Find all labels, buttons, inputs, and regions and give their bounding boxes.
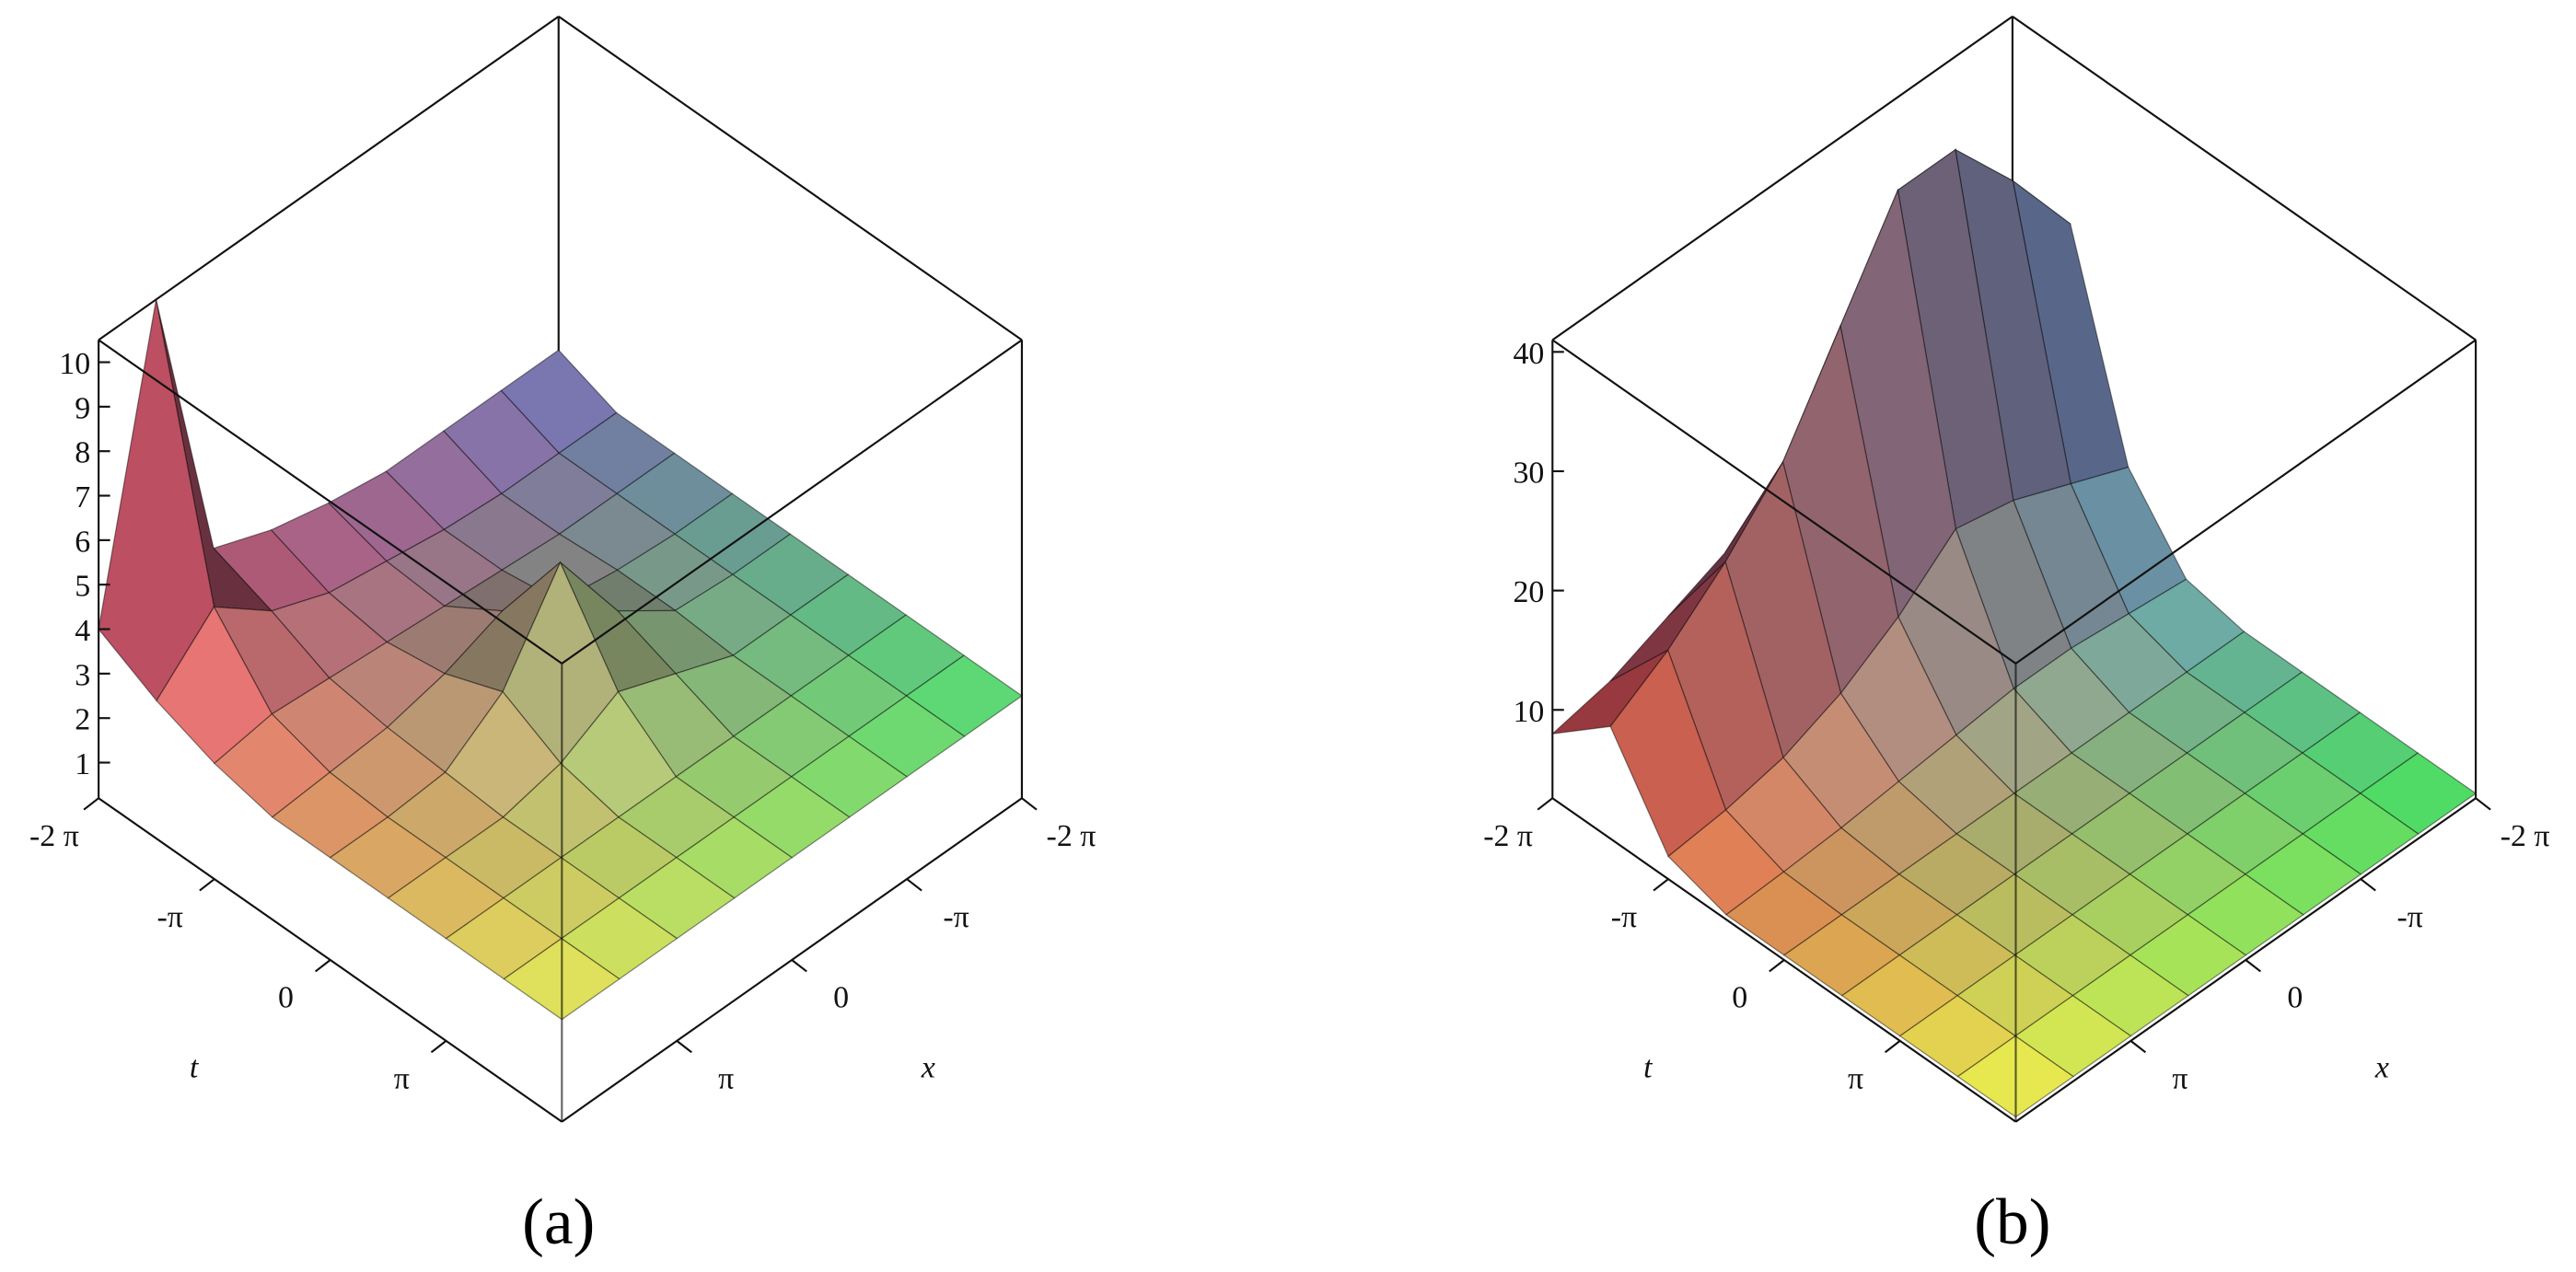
surface-plot: -2 π -π 0 π -2 π -π 0 π 1 2 3 4 5 6 7 8 9 10 t x (a): [29, 15, 1097, 1258]
z-tick-label: 4: [75, 614, 90, 648]
y-axis-label: t: [190, 1051, 200, 1085]
box-edge: [1551, 15, 2013, 341]
y-tick-label: -π: [1611, 900, 1637, 934]
tick-mark: [676, 1040, 692, 1054]
box-edge: [558, 15, 1023, 341]
y-tick-label: -2 π: [1483, 819, 1533, 853]
box-edge: [98, 15, 560, 341]
z-tick-label: 10: [1513, 695, 1544, 729]
x-tick-label: 0: [833, 981, 849, 1015]
x-tick-label: -π: [943, 900, 969, 934]
y-axis-label: t: [1643, 1051, 1654, 1085]
tick-mark: [1021, 797, 1038, 811]
z-tick-label: 3: [75, 658, 90, 692]
z-tick-label: 10: [59, 347, 90, 381]
tick-mark: [1769, 959, 1785, 973]
tick-mark: [1884, 1040, 1901, 1054]
z-tick-label: 2: [75, 703, 90, 737]
y-tick-label: π: [394, 1062, 410, 1096]
tick-mark: [430, 1040, 447, 1054]
y-tick-label: π: [1848, 1062, 1863, 1096]
tick-mark: [2475, 797, 2491, 811]
tick-mark: [83, 797, 99, 811]
tick-mark: [1537, 797, 1553, 811]
panel-label: (b): [1974, 1185, 2050, 1258]
z-tick-label: 1: [75, 747, 90, 781]
z-tick-label: 40: [1513, 337, 1544, 371]
y-tick-label: 0: [1732, 981, 1747, 1015]
box-edge: [2012, 15, 2477, 341]
tick-mark: [2245, 959, 2262, 973]
tick-mark: [791, 959, 807, 973]
box-edge: [1551, 339, 2017, 665]
x-tick-label: -2 π: [1047, 819, 1097, 853]
z-tick-label: 5: [75, 570, 90, 604]
y-tick-label: 0: [278, 981, 294, 1015]
box-edge: [561, 339, 1023, 665]
surface-plot: -2 π -π 0 π -2 π -π 0 π 10 20 30 40 t x (b): [1483, 15, 2550, 1258]
tick-mark: [1653, 878, 1669, 892]
tick-mark: [199, 878, 215, 892]
z-tick-label: 7: [75, 480, 90, 515]
panel-label: (a): [522, 1185, 595, 1258]
tick-mark: [2360, 878, 2376, 892]
z-tick-label: 30: [1513, 456, 1544, 490]
x-tick-label: 0: [2287, 981, 2303, 1015]
z-tick-label: 6: [75, 525, 90, 559]
x-tick-label: π: [2172, 1062, 2187, 1096]
x-axis-label: x: [921, 1051, 935, 1085]
y-tick-label: -2 π: [29, 819, 79, 853]
x-axis-label: x: [2374, 1051, 2389, 1085]
z-tick-label: 9: [75, 391, 90, 425]
z-tick-label: 20: [1513, 575, 1544, 609]
tick-mark: [314, 959, 331, 973]
y-tick-label: -π: [157, 900, 183, 934]
x-tick-label: π: [718, 1062, 734, 1096]
tick-mark: [906, 878, 922, 892]
tick-mark: [2129, 1040, 2147, 1054]
box-edge: [2014, 339, 2477, 665]
z-tick-label: 8: [75, 436, 90, 470]
box-edge: [98, 339, 563, 665]
x-tick-label: -π: [2397, 900, 2423, 934]
x-tick-label: -2 π: [2501, 819, 2550, 853]
